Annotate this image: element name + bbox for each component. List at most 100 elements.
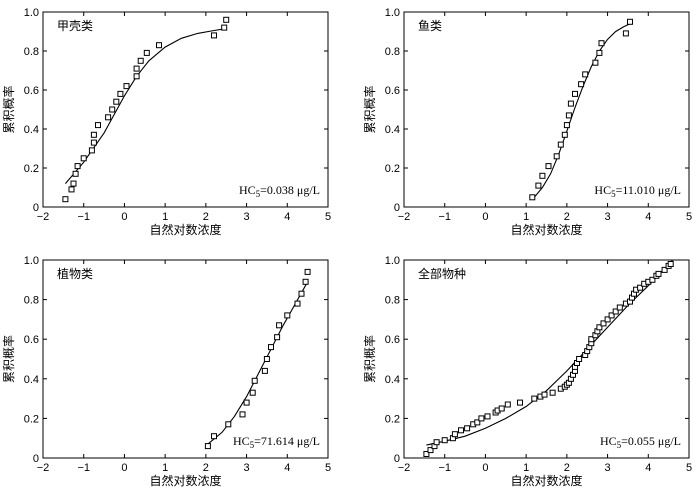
data-point — [637, 284, 644, 291]
data-point — [572, 90, 578, 97]
data-point — [498, 405, 505, 412]
hc5-value: =11.010 μg/L — [616, 183, 681, 197]
x-tick-label: 5 — [325, 462, 331, 474]
hc5-value: =0.038 μg/L — [260, 183, 320, 197]
data-point — [156, 42, 162, 49]
chart-panel-4: −2 −1 0 1 2 3 4 5 0 0.2 0.4 0.6 0.8 1.0 自然对数浓度 累积概率 全部物种… — [362, 255, 692, 488]
data-point — [68, 186, 75, 193]
data-point — [117, 90, 124, 97]
y-tick-label: 0.4 — [385, 374, 400, 386]
hc5-prefix: HC — [233, 434, 250, 448]
plot-frame — [403, 259, 690, 459]
x-tick-label: 1 — [162, 211, 168, 223]
y-tick-label: 0 — [394, 453, 400, 465]
y-tick-label: 0.6 — [24, 334, 39, 346]
panel-label: 植物类 — [57, 266, 93, 281]
data-point — [123, 83, 130, 90]
hc5-annotation: HC5=11.010 μg/L — [594, 183, 681, 199]
data-point — [565, 112, 572, 119]
data-point — [225, 421, 232, 428]
x-tick-label: 2 — [203, 211, 209, 223]
y-tick-label: 0.8 — [24, 46, 39, 58]
data-point — [251, 377, 258, 384]
data-point — [504, 401, 511, 408]
y-axis-title: 累积概率 — [362, 85, 377, 133]
x-axis-title: 自然对数浓度 — [149, 473, 221, 488]
x-tick-label: −2 — [37, 462, 50, 474]
data-point — [535, 182, 542, 189]
y-tick-label: 0.8 — [385, 295, 400, 307]
x-tick-label: 5 — [325, 211, 331, 223]
x-tick-label: 4 — [645, 462, 651, 474]
data-point — [109, 106, 116, 113]
panel-label: 鱼类 — [418, 19, 442, 33]
x-tick-label: −2 — [398, 211, 411, 223]
data-point — [484, 413, 491, 420]
data-point — [531, 395, 538, 402]
data-point — [249, 389, 256, 396]
hc5-subscript: 5 — [250, 440, 255, 450]
data-point — [667, 261, 674, 267]
data-point — [598, 40, 605, 47]
y-axis-title: 累积概率 — [362, 335, 377, 383]
y-tick-label: 0.2 — [385, 413, 400, 425]
data-point — [304, 268, 311, 275]
data-point — [261, 367, 268, 374]
x-tick-label: −1 — [77, 211, 90, 223]
data-point — [517, 399, 523, 406]
x-tick-label: −2 — [37, 211, 50, 223]
x-axis-title: 自然对数浓度 — [149, 222, 221, 237]
x-tick-label: 2 — [564, 462, 570, 474]
x-tick-label: 4 — [284, 211, 290, 223]
data-point — [113, 98, 120, 105]
hc5-subscript: 5 — [256, 189, 261, 199]
data-point — [294, 300, 301, 307]
data-point — [95, 122, 101, 129]
x-tick-label: 0 — [121, 462, 127, 474]
x-tick-label: 5 — [686, 462, 692, 474]
data-point — [221, 24, 228, 31]
y-tick-label: 0 — [33, 202, 39, 214]
x-axis-title: 自然对数浓度 — [510, 222, 582, 237]
data-point — [90, 139, 97, 146]
fit-curve — [64, 28, 227, 184]
hc5-annotation: HC5=0.055 μg/L — [600, 434, 681, 450]
data-point — [423, 451, 430, 457]
y-tick-label: 0.4 — [24, 124, 39, 136]
data-point — [105, 114, 112, 121]
plot-frame — [42, 259, 329, 459]
data-point — [204, 443, 211, 450]
data-point — [561, 131, 568, 138]
panel-label: 甲壳类 — [57, 19, 93, 33]
x-axis-title: 自然对数浓度 — [510, 473, 582, 488]
y-tick-label: 1.0 — [385, 7, 400, 19]
y-tick-label: 0.4 — [24, 374, 39, 386]
data-point — [284, 312, 291, 319]
x-tick-label: 3 — [605, 462, 611, 474]
data-point — [529, 194, 536, 201]
data-point — [274, 334, 281, 341]
data-point — [596, 324, 603, 331]
data-point — [302, 278, 309, 285]
data-point — [70, 180, 77, 187]
data-point — [276, 322, 283, 329]
data-point — [661, 266, 668, 273]
data-point — [649, 276, 656, 283]
data-point — [596, 49, 603, 56]
data-point — [80, 155, 87, 162]
x-tick-label: −1 — [438, 462, 451, 474]
data-point — [263, 356, 270, 362]
data-point — [243, 399, 250, 406]
data-point — [211, 32, 217, 39]
data-point — [133, 65, 140, 72]
y-tick-label: 0.8 — [24, 295, 39, 307]
data-point — [211, 433, 217, 440]
x-tick-label: 3 — [244, 211, 250, 223]
data-point — [557, 141, 564, 148]
plot-frame — [403, 11, 690, 208]
data-point — [545, 163, 552, 170]
y-tick-label: 0.6 — [385, 334, 400, 346]
data-point — [441, 437, 448, 444]
chart-panel-2: −2 −1 0 1 2 3 4 5 0 0.2 0.4 0.6 0.8 1.0 自然对数浓度 累积概率 鱼类 HC… — [362, 7, 692, 237]
